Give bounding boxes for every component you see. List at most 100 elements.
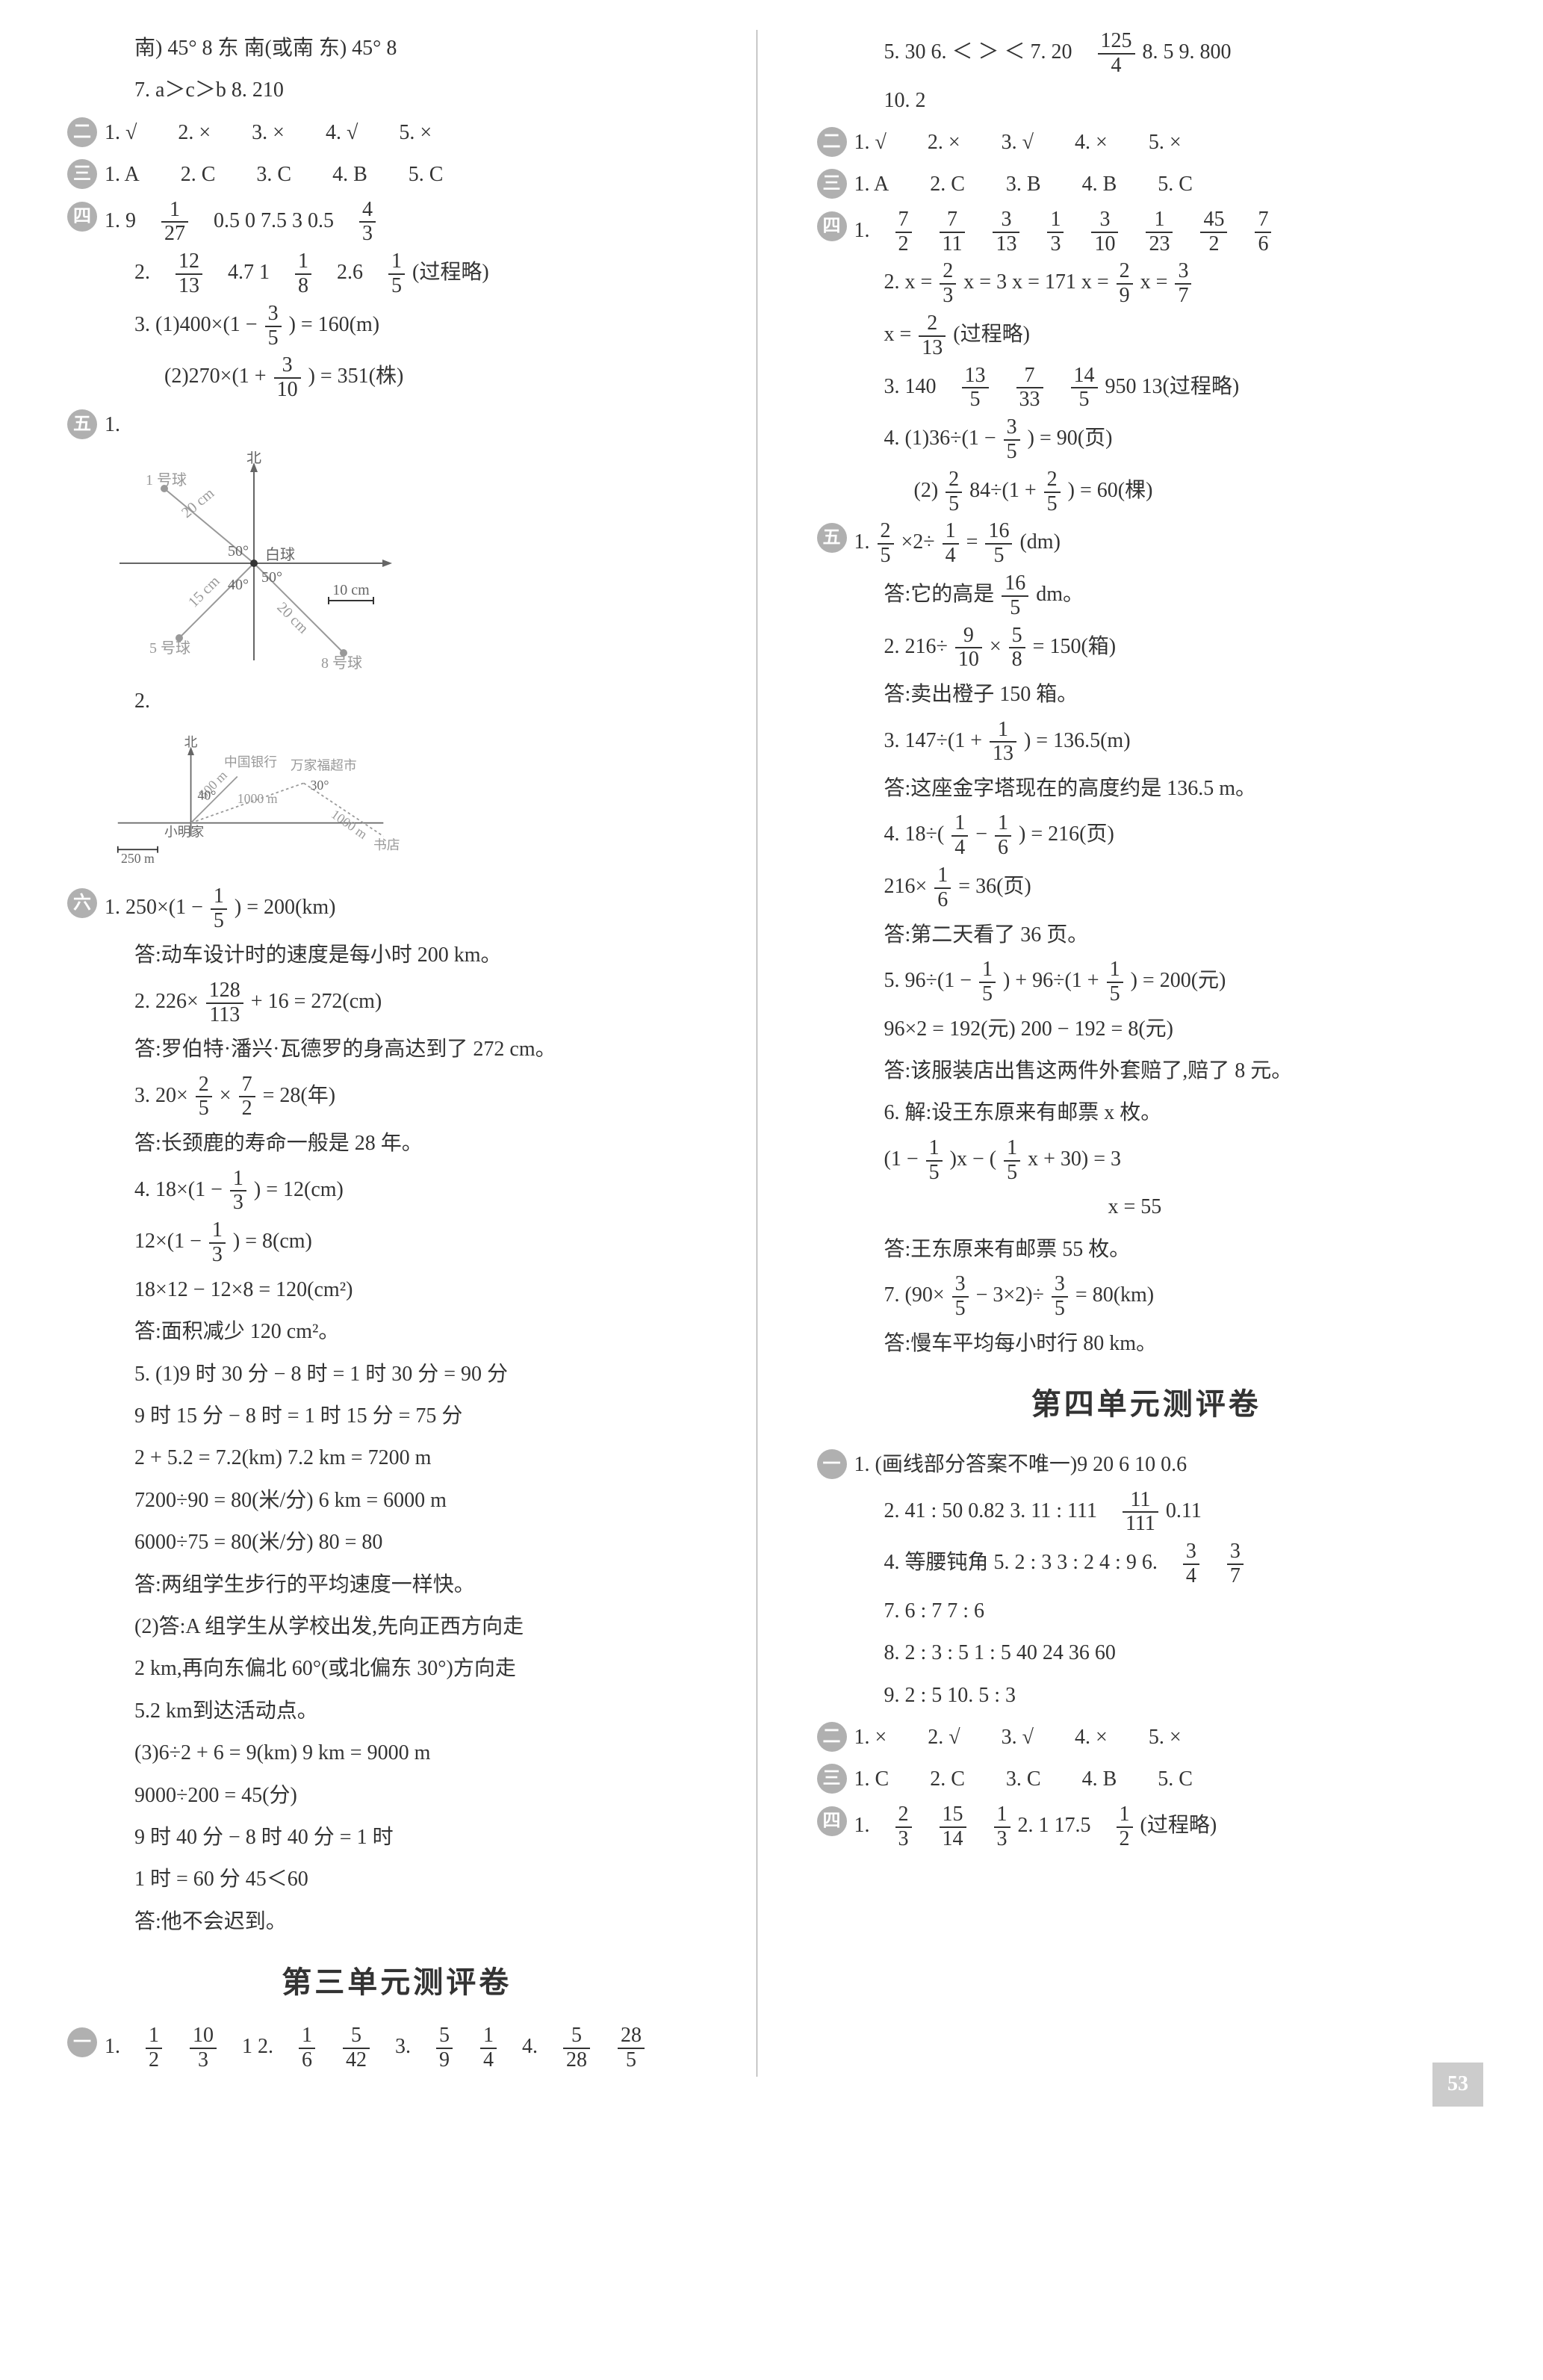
r-sec3: 三 1. A 2. C 3. B 4. B 5. C xyxy=(810,166,1484,203)
fraction: 123 xyxy=(1146,208,1173,256)
text: 1. (画线部分答案不唯一)9 20 6 10 0.6 xyxy=(854,1453,1187,1476)
answer: 答:它的高是 165 dm。 xyxy=(810,572,1484,620)
text: (2)270×(1 + xyxy=(164,365,267,388)
fraction: 165 xyxy=(985,520,1012,568)
fraction: 15 xyxy=(388,250,405,298)
fraction: 29 xyxy=(1117,260,1133,308)
badge-5: 五 xyxy=(67,409,97,439)
text: x = xyxy=(1140,271,1168,294)
unit-4-title: 第四单元测评卷 xyxy=(810,1378,1484,1431)
fraction: 213 xyxy=(919,312,946,360)
section-4-row-1: 四 1. 9 127 0.5 0 7.5 3 0.5 43 xyxy=(60,199,734,247)
fraction: 25 xyxy=(1044,468,1061,516)
fraction: 23 xyxy=(940,260,956,308)
fraction: 1213 xyxy=(176,250,202,298)
text: 8. 5 9. 800 xyxy=(1143,40,1232,63)
text: 1. xyxy=(105,413,120,436)
fraction: 14 xyxy=(480,2024,497,2072)
item: 5. × xyxy=(399,121,432,144)
text: 4.7 1 xyxy=(228,261,270,284)
text: 5. 96÷(1 − xyxy=(884,969,972,992)
item: 4. B xyxy=(332,163,367,186)
sec6-q1: 六 1. 250×(1 − 15 ) = 200(km) xyxy=(60,885,734,933)
text: − 3×2)÷ xyxy=(976,1283,1044,1307)
fraction: 37 xyxy=(1227,1540,1244,1588)
text: (1 − xyxy=(884,1147,919,1171)
text-line: 5.2 km到达活动点。 xyxy=(60,1693,734,1730)
r-sec5-q4-l1: 4. 18÷( 14 − 16 ) = 216(页) xyxy=(810,812,1484,860)
answer: 答:第二天看了 36 页。 xyxy=(810,917,1484,954)
bookstore: 书店 xyxy=(373,837,400,852)
text: 3. xyxy=(395,2035,411,2058)
r-sec5-q3: 3. 147÷(1 + 113 ) = 136.5(m) xyxy=(810,719,1484,766)
item: 1. A xyxy=(854,173,890,196)
left-column: 南) 45° 8 东 南(或南 东) 45° 8 7. a＞c＞b 8. 210… xyxy=(60,30,757,2077)
item: 3. B xyxy=(1006,173,1041,196)
fraction: 1254 xyxy=(1098,30,1135,78)
text-line: 7200÷90 = 80(米/分) 6 km = 6000 m xyxy=(60,1482,734,1519)
text: ) = 200(元) xyxy=(1131,969,1226,992)
badge-4: 四 xyxy=(817,1806,847,1836)
badge-6: 六 xyxy=(67,888,97,918)
fraction: 13 xyxy=(1047,208,1064,256)
text: (过程略) xyxy=(1140,1814,1217,1837)
section-5: 五 1. xyxy=(60,406,734,444)
ball-1: 1 号球 xyxy=(146,471,187,489)
text: − xyxy=(975,823,987,846)
fraction: 103 xyxy=(190,2024,217,2072)
text-line: 9 时 40 分 − 8 时 40 分 = 1 时 xyxy=(60,1819,734,1856)
item: 5. C xyxy=(1158,1767,1193,1791)
fraction: 452 xyxy=(1200,208,1227,256)
answer: 答:长颈鹿的寿命一般是 28 年。 xyxy=(60,1125,734,1162)
text-line: 96×2 = 192(元) 200 − 192 = 8(元) xyxy=(810,1011,1484,1048)
text-line: x = 55 xyxy=(810,1189,1484,1226)
ball-8: 8 号球 xyxy=(321,654,362,672)
item: 1. C xyxy=(854,1767,890,1791)
white-ball: 白球 xyxy=(265,546,295,563)
answer: 答:动车设计时的速度是每小时 200 km。 xyxy=(60,937,734,974)
text: (dm) xyxy=(1019,531,1060,554)
r-sec4-row3: 3. 140 135 733 145 950 13(过程略) xyxy=(810,365,1484,412)
answer: 答:罗伯特·潘兴·瓦德罗的身高达到了 272 cm。 xyxy=(60,1031,734,1068)
text: 3. (1)400×(1 − xyxy=(134,313,258,336)
fraction: 145 xyxy=(1071,365,1098,412)
text: 2. 216÷ xyxy=(884,635,948,658)
text: 12×(1 − xyxy=(134,1230,202,1253)
ang-50b: 50° xyxy=(261,569,282,586)
fraction: 11111 xyxy=(1123,1489,1158,1537)
text-line: 2 km,再向东偏北 60°(或北偏东 30°)方向走 xyxy=(60,1650,734,1688)
text-line: 6. 解:设王东原来有邮票 x 枚。 xyxy=(810,1094,1484,1132)
r-sec5-q5-l1: 5. 96÷(1 − 15 ) + 96÷(1 + 15 ) = 200(元) xyxy=(810,958,1484,1006)
item: 4. B xyxy=(1082,173,1117,196)
item: 5. C xyxy=(1158,173,1193,196)
fraction: 1514 xyxy=(940,1803,966,1851)
scale-label: 10 cm xyxy=(332,582,370,598)
fraction: 25 xyxy=(946,468,962,516)
sec6-q2: 2. 226× 128113 + 16 = 272(cm) xyxy=(60,979,734,1027)
fraction: 23 xyxy=(895,1803,912,1851)
badge-3: 三 xyxy=(817,169,847,199)
badge-2: 二 xyxy=(817,127,847,157)
badge-1: 一 xyxy=(817,1449,847,1479)
u3-sec1: 一 1. 12 103 1 2. 16 542 3. 59 14 4. 528 … xyxy=(60,2024,734,2072)
text-line: 7. 6 : 7 7 : 6 xyxy=(810,1593,1484,1630)
text: 2.6 xyxy=(337,261,363,284)
ang-40: 40° xyxy=(228,577,249,593)
fraction: 733 xyxy=(1016,365,1043,412)
top-line: 5. 30 6. ＜ ＞ ＜ 7. 20 1254 8. 5 9. 800 xyxy=(810,30,1484,78)
text-line: 1 时 = 60 分 45＜60 xyxy=(60,1861,734,1898)
fraction: 35 xyxy=(1004,416,1020,464)
fraction: 135 xyxy=(962,365,989,412)
answer: 答:卖出橙子 150 箱。 xyxy=(810,676,1484,713)
fraction: 12 xyxy=(1117,1803,1133,1851)
fraction: 910 xyxy=(955,625,982,672)
item: 4. √ xyxy=(326,121,358,144)
text: 4. xyxy=(522,2035,538,2058)
ball-5: 5 号球 xyxy=(149,639,190,657)
r-sec4-row4b: (2) 25 84÷(1 + 25 ) = 60(棵) xyxy=(810,468,1484,516)
north-label: 北 xyxy=(246,451,261,466)
fraction: 15 xyxy=(211,885,227,933)
item: 2. C xyxy=(930,173,965,196)
text: 2. 1 17.5 xyxy=(1018,1814,1091,1837)
badge-2: 二 xyxy=(67,117,97,147)
